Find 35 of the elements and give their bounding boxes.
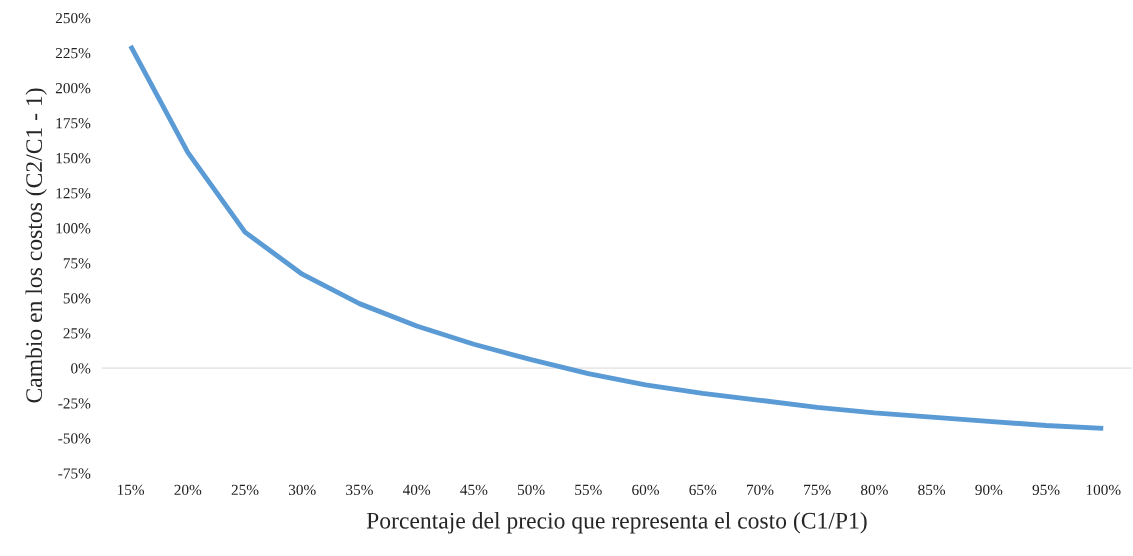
x-tick-label: 75% <box>804 484 831 496</box>
x-tick-label: 35% <box>346 484 373 496</box>
y-tick-label: -75% <box>58 468 91 479</box>
y-tick-label: 75% <box>63 258 91 269</box>
y-axis-title: Cambio en los costos (C2/C1 - 1) <box>25 88 47 403</box>
y-tick-label: 0% <box>71 363 91 374</box>
y-tick-label: 125% <box>56 188 91 199</box>
x-tick-label: 25% <box>231 484 259 496</box>
x-tick-label: 80% <box>860 484 888 496</box>
x-tick-label: 95% <box>1032 484 1060 496</box>
line-series <box>128 43 1106 431</box>
y-tick-label: -25% <box>58 398 91 409</box>
y-tick-label: 150% <box>56 153 91 164</box>
x-tick-label: 45% <box>460 484 488 496</box>
x-tick-label: 70% <box>746 484 774 496</box>
x-tick-label: 15% <box>117 484 145 496</box>
y-tick-label: 175% <box>56 118 91 129</box>
x-tick-label: 100% <box>1086 484 1121 496</box>
y-tick-label: 225% <box>55 47 91 59</box>
y-tick-label: 250% <box>55 12 91 24</box>
y-tick-label: 100% <box>56 223 91 234</box>
x-tick-label: 30% <box>288 484 316 496</box>
x-tick-label: 90% <box>975 484 1003 496</box>
y-tick-label: -50% <box>58 433 91 444</box>
x-tick-label: 65% <box>689 484 717 496</box>
y-tick-label: 200% <box>55 82 91 94</box>
y-tick-label: 50% <box>63 293 91 304</box>
x-tick-label: 60% <box>632 484 660 496</box>
x-tick-label: 40% <box>402 484 431 496</box>
y-tick-label: 25% <box>63 328 91 339</box>
x-axis-title: Porcentaje del precio que representa el costo (C1/P1) <box>366 512 867 534</box>
x-tick-label: 55% <box>575 484 602 496</box>
x-tick-label: 85% <box>918 484 946 496</box>
x-tick-label: 50% <box>517 484 545 496</box>
x-tick-label: 20% <box>174 484 202 496</box>
